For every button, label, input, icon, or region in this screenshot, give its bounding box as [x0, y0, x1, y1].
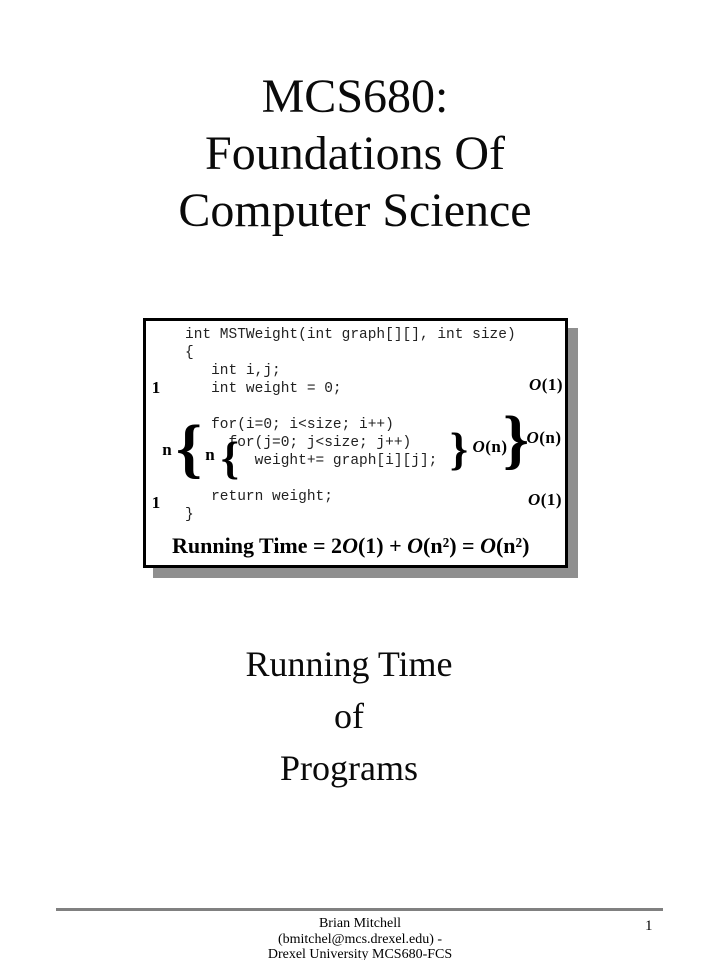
slide-title: MCS680: Foundations Of Computer Science — [178, 70, 532, 237]
inner-loop-open-brace: { — [220, 432, 240, 483]
complexity-on-inner: O(n) — [472, 437, 507, 457]
big-o-symbol: O — [480, 533, 496, 558]
cost-label-outer-loop-n: n — [162, 440, 172, 459]
footer-author: Brian Mitchell — [318, 916, 402, 931]
big-o-symbol: O — [527, 490, 541, 509]
code-analysis-box: int MSTWeight(int graph[][], int size) {… — [143, 318, 568, 568]
footer-divider — [56, 908, 663, 911]
big-o-symbol: O — [528, 375, 542, 394]
outer-loop-open-brace: { — [175, 412, 203, 485]
cost-label-inner-loop-n: n — [205, 445, 215, 464]
big-o-symbol: O — [526, 428, 540, 447]
big-o-arg: (1) — [541, 375, 564, 394]
complexity-on-outer: O(n) — [526, 428, 561, 448]
formula-text: (n²) — [495, 533, 530, 558]
complexity-o1-top: O(1) — [529, 375, 563, 395]
running-time-formula: Running Time = 2O(1) + O(n²) = O(n²) — [172, 533, 529, 559]
code-listing: int MSTWeight(int graph[][], int size) {… — [185, 327, 516, 523]
page-number: 1 — [645, 918, 653, 934]
formula-text: (1) + — [357, 533, 408, 558]
big-o-symbol: O — [407, 533, 424, 558]
footer-email: (bmitchel@mcs.drexel.edu) - — [277, 931, 443, 947]
slide-subtitle: Running Time of Programs — [245, 644, 453, 788]
inner-loop-close-brace: } — [449, 423, 469, 474]
formula-text: (n²) = — [423, 533, 481, 558]
formula-text: Running Time = 2 — [172, 533, 343, 558]
big-o-arg: (n) — [485, 437, 508, 456]
big-o-symbol: O — [472, 437, 486, 456]
footer-affiliation: Drexel University MCS680-FCS — [267, 947, 453, 960]
big-o-arg: (n) — [539, 428, 562, 447]
complexity-o1-bottom: O(1) — [528, 490, 562, 510]
big-o-symbol: O — [342, 533, 358, 558]
cost-label-const-bottom: 1 — [151, 493, 161, 512]
outer-loop-close-brace: } — [502, 403, 530, 476]
big-o-arg: (1) — [540, 490, 563, 509]
cost-label-const-top: 1 — [151, 378, 161, 397]
footer: Brian Mitchell (bmitchel@mcs.drexel.edu)… — [0, 916, 720, 960]
